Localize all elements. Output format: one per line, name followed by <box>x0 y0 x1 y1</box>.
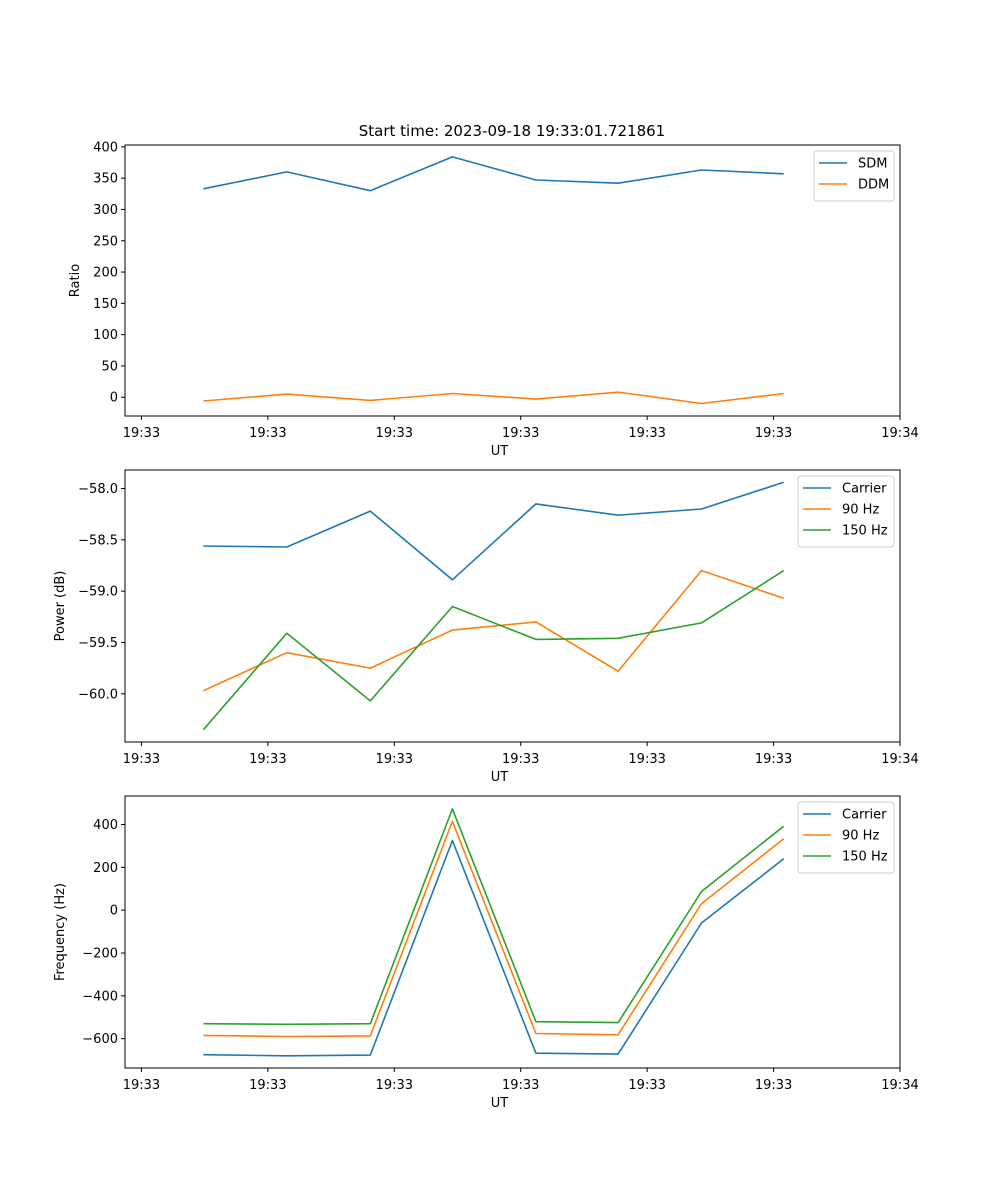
axes-frame <box>124 144 901 417</box>
axes-frame <box>124 795 901 1069</box>
y-tick-label: −400 <box>82 989 118 1004</box>
x-tick-label: 19:33 <box>502 426 539 441</box>
panel-1: 19:33 19:33 19:33 19:33 19:33 19:33 19:34 0 50 10… <box>68 140 919 459</box>
y-tick-label: 100 <box>93 328 118 343</box>
legend-label: 150 Hz <box>842 850 888 865</box>
x-tick-label: 19:33 <box>628 752 665 767</box>
legend: SDM DDM <box>813 150 895 202</box>
y-tick-label: −600 <box>82 1032 118 1047</box>
y-tick-label: −200 <box>82 946 118 961</box>
y-tick-label: −58.0 <box>78 482 118 497</box>
y-tick-label: −58.5 <box>78 533 118 548</box>
y-tick-label: 400 <box>93 818 118 833</box>
panel-2: 19:33 19:33 19:33 19:33 19:33 19:33 19:34 −60.0… <box>53 469 919 785</box>
series-line-ddm <box>203 391 784 405</box>
y-tick-label: 300 <box>93 203 118 218</box>
y-tick-label: 50 <box>101 359 118 374</box>
x-tick-label: 19:34 <box>881 1078 918 1093</box>
x-axis-label: UT <box>491 1096 509 1111</box>
y-tick-label: 150 <box>93 297 118 312</box>
x-tick-label: 19:34 <box>881 426 918 441</box>
x-tick-label: 19:33 <box>376 426 413 441</box>
x-tick-label: 19:33 <box>628 1078 665 1093</box>
y-tick-label: 200 <box>93 266 118 281</box>
series-line-90-hz <box>203 569 784 692</box>
legend-label: 150 Hz <box>842 524 888 539</box>
legend-label: DDM <box>858 178 889 193</box>
x-tick-label: 19:33 <box>249 426 286 441</box>
y-tick-label: 350 <box>93 172 118 187</box>
x-tick-label: 19:33 <box>123 1078 160 1093</box>
figure-title: Start time: 2023-09-18 19:33:01.721861 <box>359 122 665 140</box>
x-tick-label: 19:33 <box>628 426 665 441</box>
y-axis-label: Frequency (Hz) <box>53 883 68 981</box>
x-tick-label: 19:33 <box>755 426 792 441</box>
x-tick-label: 19:34 <box>881 752 918 767</box>
x-tick-label: 19:33 <box>755 752 792 767</box>
x-tick-label: 19:33 <box>123 752 160 767</box>
y-tick-label: 200 <box>93 861 118 876</box>
series-line-carrier <box>203 839 785 1057</box>
x-tick-label: 19:33 <box>376 752 413 767</box>
x-tick-label: 19:33 <box>249 752 286 767</box>
series-line-90-hz <box>203 820 785 1038</box>
legend-label: 90 Hz <box>842 829 879 844</box>
y-tick-label: 0 <box>110 391 118 406</box>
series-line-150-hz <box>202 569 785 731</box>
series-line-carrier <box>203 481 784 581</box>
x-tick-label: 19:33 <box>755 1078 792 1093</box>
y-tick-label: 400 <box>93 140 118 155</box>
x-tick-label: 19:33 <box>123 426 160 441</box>
legend-label: 90 Hz <box>842 503 879 518</box>
x-tick-label: 19:33 <box>502 1078 539 1093</box>
x-tick-label: 19:33 <box>249 1078 286 1093</box>
y-axis-label: Power (dB) <box>53 571 68 642</box>
legend-label: Carrier <box>842 808 887 823</box>
x-tick-label: 19:33 <box>376 1078 413 1093</box>
y-tick-label: −59.5 <box>78 636 118 651</box>
x-axis-label: UT <box>491 444 509 459</box>
panel-3: 19:33 19:33 19:33 19:33 19:33 19:33 19:34 −600 −… <box>53 795 919 1111</box>
legend: Carrier 90 Hz 150 Hz <box>797 475 895 548</box>
x-tick-label: 19:33 <box>502 752 539 767</box>
y-tick-label: −60.0 <box>78 687 118 702</box>
y-tick-label: 250 <box>93 234 118 249</box>
legend-label: Carrier <box>842 482 887 497</box>
legend: Carrier 90 Hz 150 Hz <box>797 801 895 874</box>
y-tick-label: 0 <box>110 904 118 919</box>
axes-frame <box>124 469 901 743</box>
y-axis-label: Ratio <box>68 264 83 297</box>
y-tick-label: −59.0 <box>78 585 118 600</box>
series-line-sdm <box>203 156 784 192</box>
x-axis-label: UT <box>491 770 509 785</box>
legend-label: SDM <box>858 157 887 172</box>
series-line-150-hz <box>203 808 785 1026</box>
